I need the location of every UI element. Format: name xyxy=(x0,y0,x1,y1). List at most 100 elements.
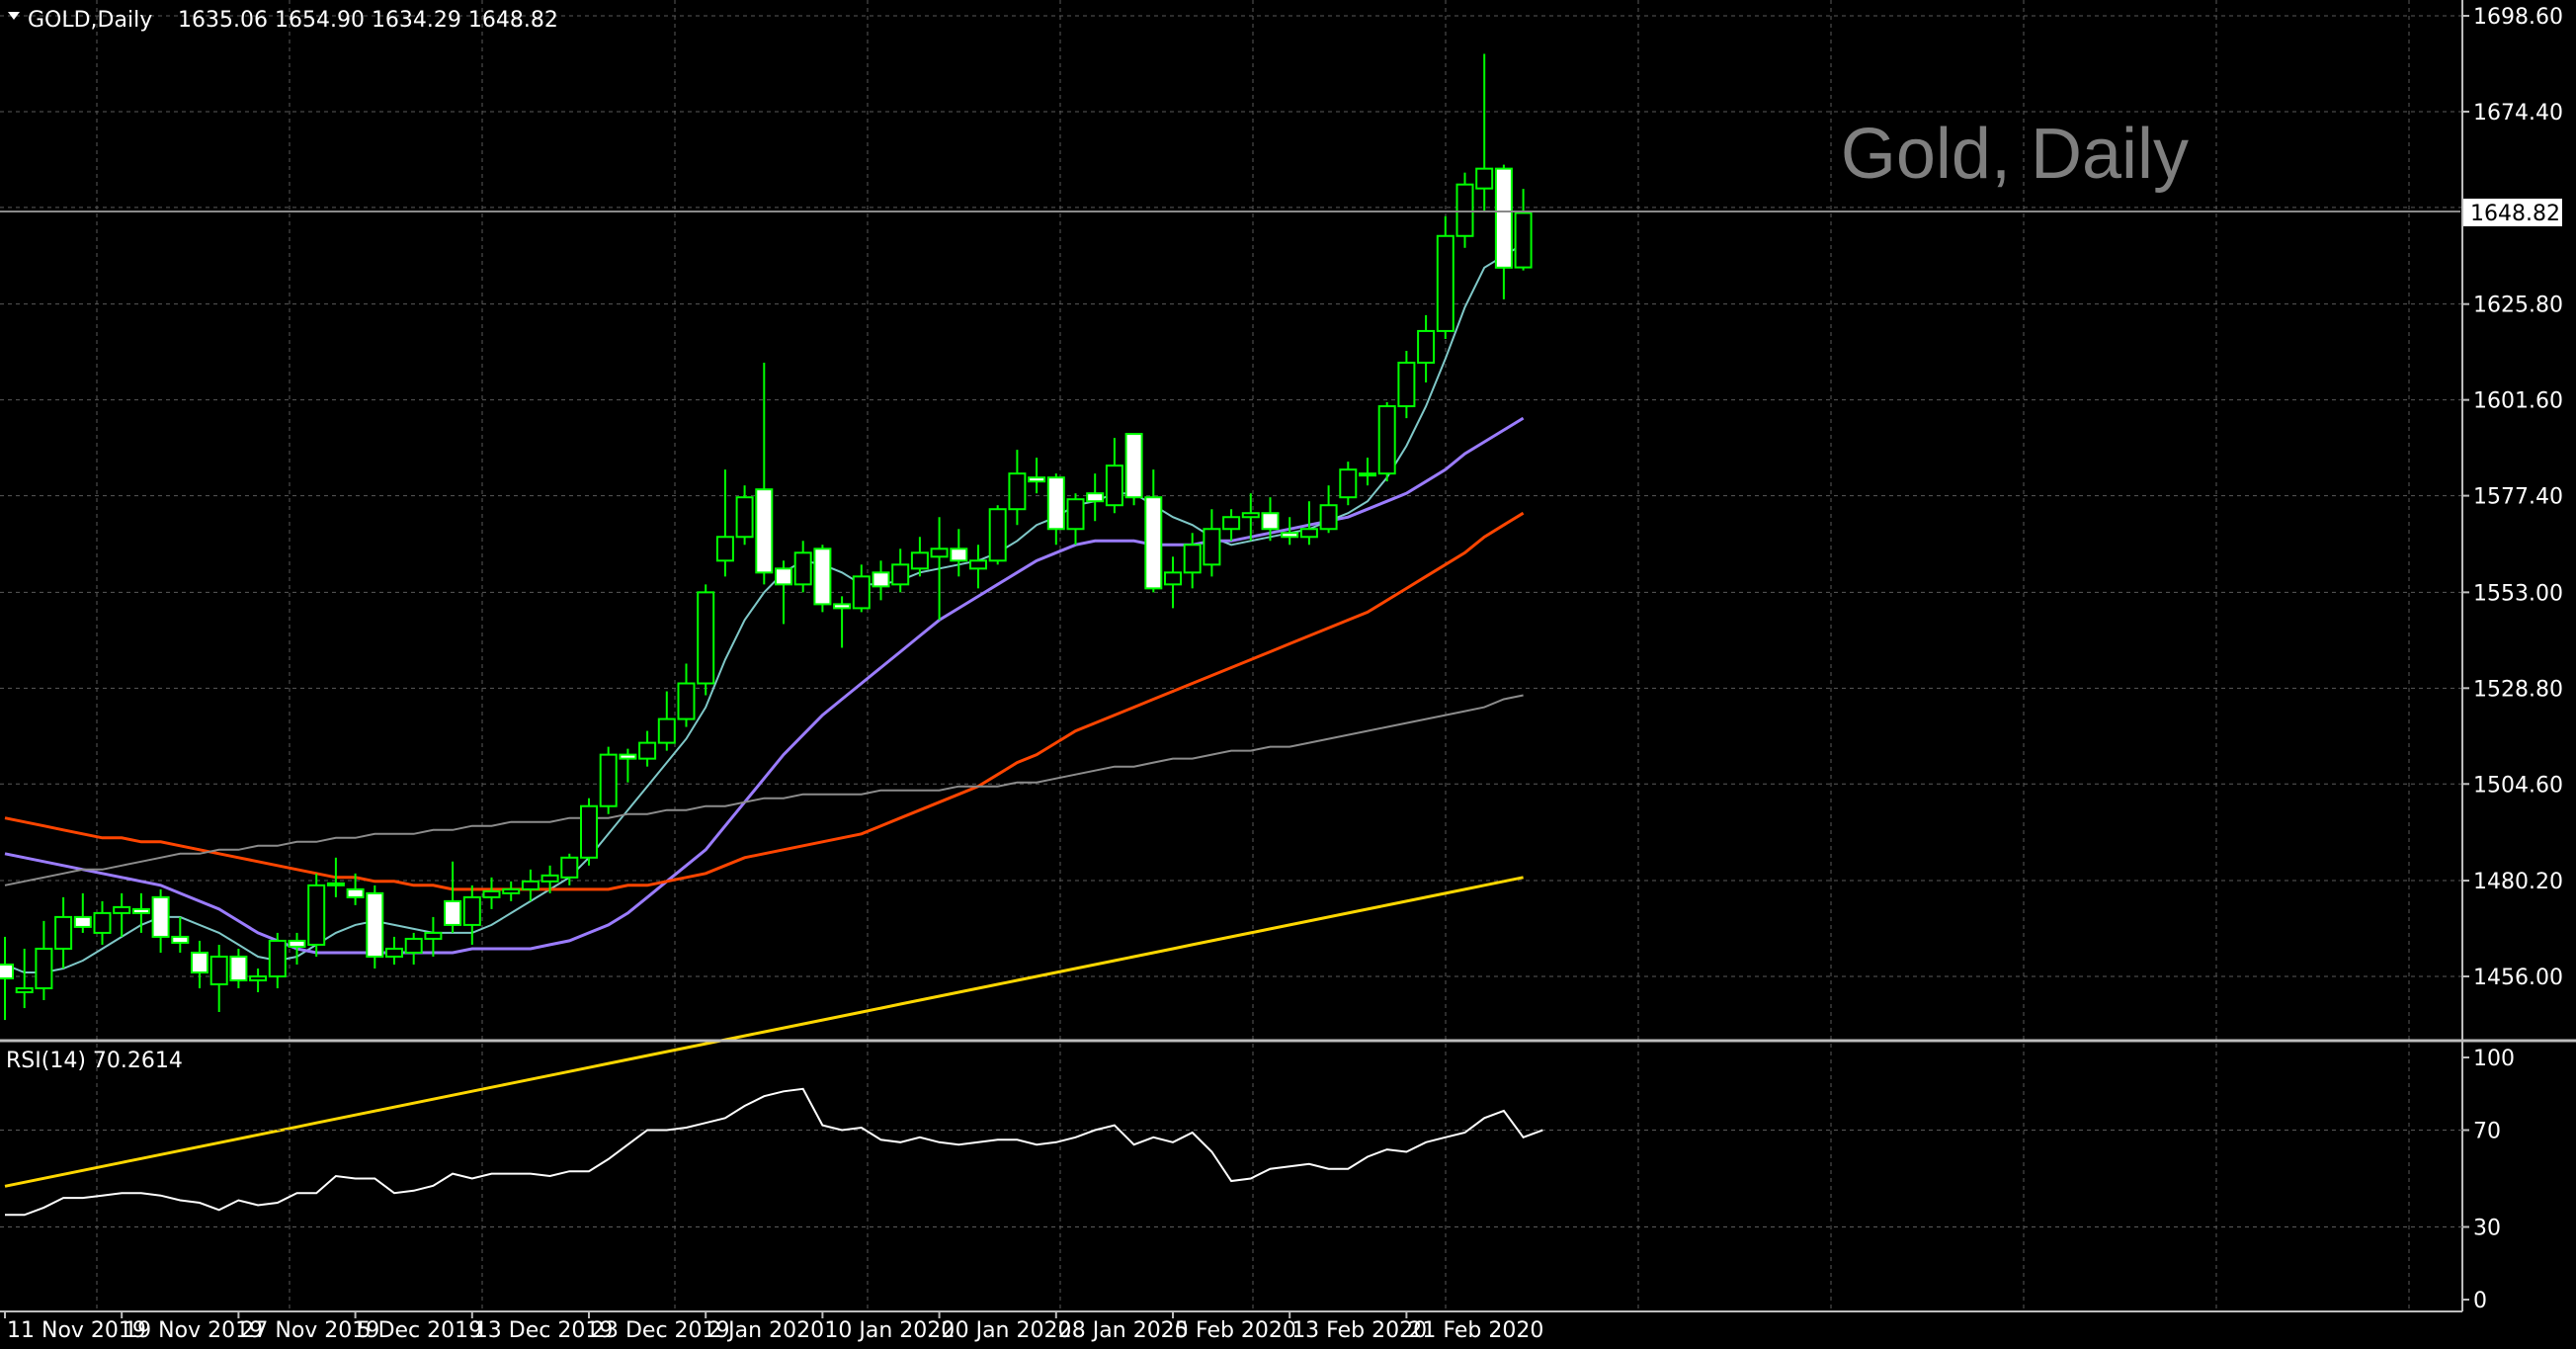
candle-bear xyxy=(229,955,248,982)
candle-bear xyxy=(444,899,462,926)
candle-bull xyxy=(1008,472,1027,511)
candle-bull xyxy=(462,895,481,926)
rsi-pane[interactable]: RSI(14) 70.2614 100 70 30 0 xyxy=(0,1044,2515,1313)
price-tick-label: 1625.80 xyxy=(2473,294,2563,318)
candle-bear xyxy=(755,488,774,574)
candle-bear xyxy=(813,548,832,606)
candle-bear xyxy=(1281,532,1299,539)
candle-bull xyxy=(852,575,871,610)
price-tick-label: 1456.00 xyxy=(2473,966,2563,990)
candlesticks xyxy=(0,53,1533,1021)
candle-bull xyxy=(249,975,268,982)
candle-bear xyxy=(833,603,852,610)
time-tick-label: 27 Nov 2019 xyxy=(240,1318,379,1343)
rsi-tick-label: 0 xyxy=(2473,1289,2487,1313)
candle-bull xyxy=(424,931,443,940)
current-price-label: 1648.82 xyxy=(2470,202,2560,226)
candle-bull xyxy=(1183,544,1202,574)
price-tick-label: 1480.20 xyxy=(2473,870,2563,894)
moving-average-ma-slow xyxy=(4,511,1525,891)
candle-bear xyxy=(950,548,968,562)
current-price-box xyxy=(2463,199,2562,226)
candle-bull xyxy=(891,563,910,586)
candle-bull xyxy=(715,536,734,562)
time-tick-label: 21 Feb 2020 xyxy=(1408,1318,1543,1343)
candle-bull xyxy=(1397,361,1416,408)
symbol-label: GOLD,Daily xyxy=(28,8,152,33)
candle-bull xyxy=(638,741,657,760)
candle-bear xyxy=(872,571,890,588)
time-tick-label: 28 Jan 2020 xyxy=(1058,1318,1189,1343)
candle-bull xyxy=(15,987,34,994)
rsi-axis: 100 70 30 0 xyxy=(2462,1047,2515,1313)
chart-header: GOLD,Daily 1635.06 1654.90 1634.29 1648.… xyxy=(8,8,558,33)
candle-bear xyxy=(191,951,208,973)
candle-bull xyxy=(404,937,423,954)
candle-bull xyxy=(1436,234,1454,332)
time-tick-label: 5 Dec 2019 xyxy=(358,1318,483,1343)
candle-bull xyxy=(677,682,696,720)
candle-bull xyxy=(657,717,676,744)
candle-bear xyxy=(1086,492,1105,503)
candle-bear xyxy=(73,915,92,928)
candle-bull xyxy=(1066,498,1085,531)
candle-bull xyxy=(1164,571,1182,586)
time-tick-label: 11 Nov 2019 xyxy=(7,1318,146,1343)
candle-bull xyxy=(793,551,812,586)
price-pane[interactable]: Gold, Daily xyxy=(0,0,2462,1188)
moving-average-ma-200 xyxy=(4,876,1524,1188)
candle-bull xyxy=(1203,528,1221,566)
candle-bear xyxy=(288,939,306,948)
candle-bear xyxy=(619,753,637,760)
candle-bull xyxy=(697,591,715,685)
candle-bear xyxy=(775,567,792,586)
candle-bull xyxy=(385,947,403,958)
candle-bear xyxy=(1261,512,1280,531)
price-tick-label: 1504.60 xyxy=(2473,773,2563,798)
candle-bear xyxy=(1494,167,1513,269)
candle-bull xyxy=(969,559,987,570)
time-tick-label: 13 Feb 2020 xyxy=(1291,1318,1427,1343)
time-tick-label: 10 Jan 2020 xyxy=(824,1318,955,1343)
rsi-label: RSI(14) 70.2614 xyxy=(6,1049,183,1073)
candle-bull xyxy=(326,882,345,886)
candle-bull xyxy=(35,947,53,990)
candle-bull xyxy=(1105,464,1123,507)
rsi-tick-label: 100 xyxy=(2473,1047,2515,1071)
candle-bull xyxy=(113,905,131,914)
candle-bear xyxy=(0,963,14,980)
moving-average-ma-100 xyxy=(4,694,1524,886)
candle-bear xyxy=(1028,476,1046,483)
time-tick-label: 23 Dec 2019 xyxy=(591,1318,730,1343)
time-tick-label: 19 Nov 2019 xyxy=(124,1318,263,1343)
candle-bear xyxy=(151,895,170,938)
candle-bull xyxy=(1514,211,1533,269)
time-tick-label: 20 Jan 2020 xyxy=(942,1318,1072,1343)
rsi-line-group xyxy=(5,1087,1543,1217)
candle-bull xyxy=(482,889,501,898)
candle-bull xyxy=(1475,167,1494,190)
symbol-dropdown-icon[interactable] xyxy=(8,12,20,20)
candle-bull xyxy=(735,496,754,539)
candle-bull xyxy=(502,887,521,894)
price-tick-label: 1577.40 xyxy=(2473,485,2563,510)
time-tick-label: 5 Feb 2020 xyxy=(1175,1318,1296,1343)
candle-bull xyxy=(1319,504,1338,531)
chart-watermark: Gold, Daily xyxy=(1841,115,2189,194)
candle-bull xyxy=(307,884,326,946)
candle-bull xyxy=(1417,329,1436,364)
candle-bull xyxy=(930,548,949,558)
candle-bull xyxy=(988,508,1007,562)
ohlc-values: 1635.06 1654.90 1634.29 1648.82 xyxy=(178,8,558,33)
rsi-tick-label: 30 xyxy=(2473,1217,2501,1241)
rsi-grid xyxy=(0,1044,2462,1310)
candle-bull xyxy=(560,856,579,879)
candle-bull xyxy=(93,911,112,934)
price-tick-label: 1528.80 xyxy=(2473,677,2563,702)
candle-bear xyxy=(1124,433,1143,499)
candle-bull xyxy=(1299,528,1318,539)
candle-bull xyxy=(1222,516,1241,531)
candle-bull xyxy=(599,753,618,807)
